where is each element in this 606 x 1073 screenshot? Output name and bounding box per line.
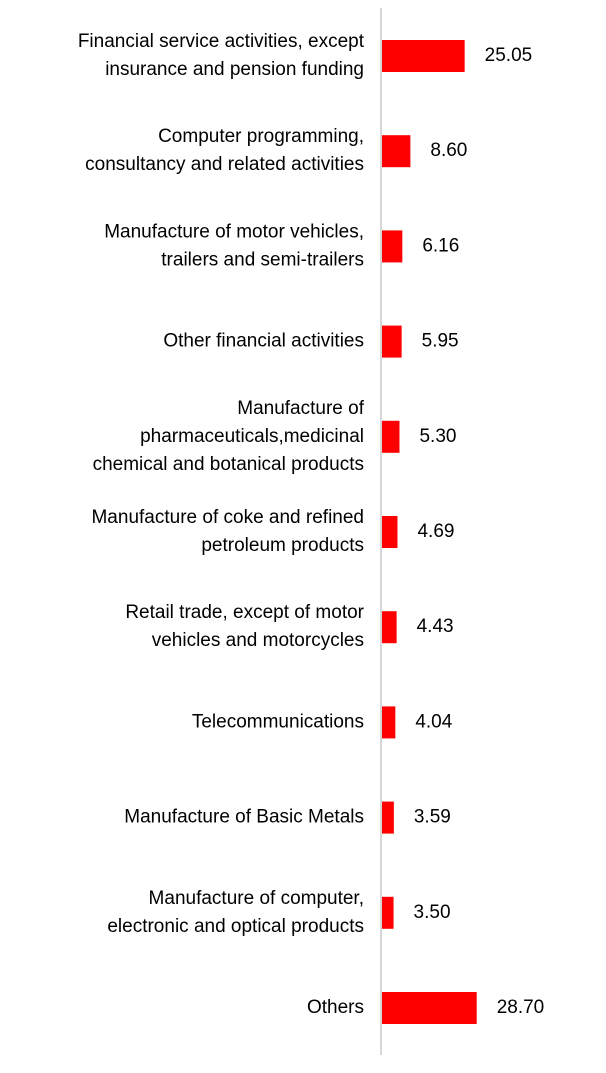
- category-label-4-line-0: Manufacture of: [237, 398, 364, 419]
- category-label-0-line-1: insurance and pension funding: [105, 59, 364, 80]
- category-label-2-line-0: Manufacture of motor vehicles,: [104, 221, 364, 242]
- data-label-10: 28.70: [497, 997, 545, 1018]
- data-label-0: 25.05: [485, 45, 533, 66]
- data-label-2: 6.16: [422, 235, 459, 256]
- bar-8: [382, 801, 394, 834]
- bar-7: [382, 706, 396, 739]
- bar-5: [382, 516, 398, 548]
- data-label-5: 4.69: [417, 521, 454, 542]
- category-label-0-line-0: Financial service activities, except: [78, 31, 365, 52]
- category-label-3-line-0: Other financial activities: [163, 331, 364, 352]
- bar-4: [382, 420, 400, 453]
- category-label-5-line-0: Manufacture of coke and refined: [91, 507, 364, 528]
- category-label-2-line-1: trailers and semi-trailers: [161, 249, 364, 270]
- category-label-6-line-0: Retail trade, except of motor: [125, 602, 364, 623]
- bar-3: [382, 325, 402, 358]
- data-label-8: 3.59: [414, 807, 451, 828]
- data-label-3: 5.95: [422, 331, 459, 352]
- bars-layer: [382, 40, 477, 1024]
- bar-0: [382, 40, 465, 72]
- data-label-9: 3.50: [414, 902, 451, 923]
- data-label-6: 4.43: [417, 616, 454, 637]
- category-label-10-line-0: Others: [307, 997, 364, 1018]
- data-label-7: 4.04: [415, 711, 452, 732]
- category-label-8-line-0: Manufacture of Basic Metals: [124, 807, 364, 828]
- bar-6: [382, 611, 397, 644]
- category-label-1-line-1: consultancy and related activities: [85, 154, 364, 175]
- bar-10: [382, 992, 477, 1024]
- bar-1: [382, 135, 411, 168]
- category-label-7-line-0: Telecommunications: [192, 711, 364, 732]
- category-label-4-line-1: pharmaceuticals,medicinal: [140, 426, 364, 447]
- category-label-1-line-0: Computer programming,: [158, 126, 364, 147]
- category-label-4-line-2: chemical and botanical products: [93, 454, 364, 475]
- labels-layer: 25.05 Financial service activities, excep…: [78, 31, 544, 1018]
- data-label-4: 5.30: [419, 426, 456, 447]
- category-label-9-line-1: electronic and optical products: [107, 916, 364, 937]
- category-label-5-line-1: petroleum products: [201, 535, 364, 556]
- data-label-1: 8.60: [430, 140, 467, 161]
- category-label-6-line-1: vehicles and motorcycles: [152, 630, 364, 651]
- category-label-9-line-0: Manufacture of computer,: [149, 888, 364, 909]
- bar-9: [382, 896, 394, 929]
- bar-2: [382, 230, 403, 263]
